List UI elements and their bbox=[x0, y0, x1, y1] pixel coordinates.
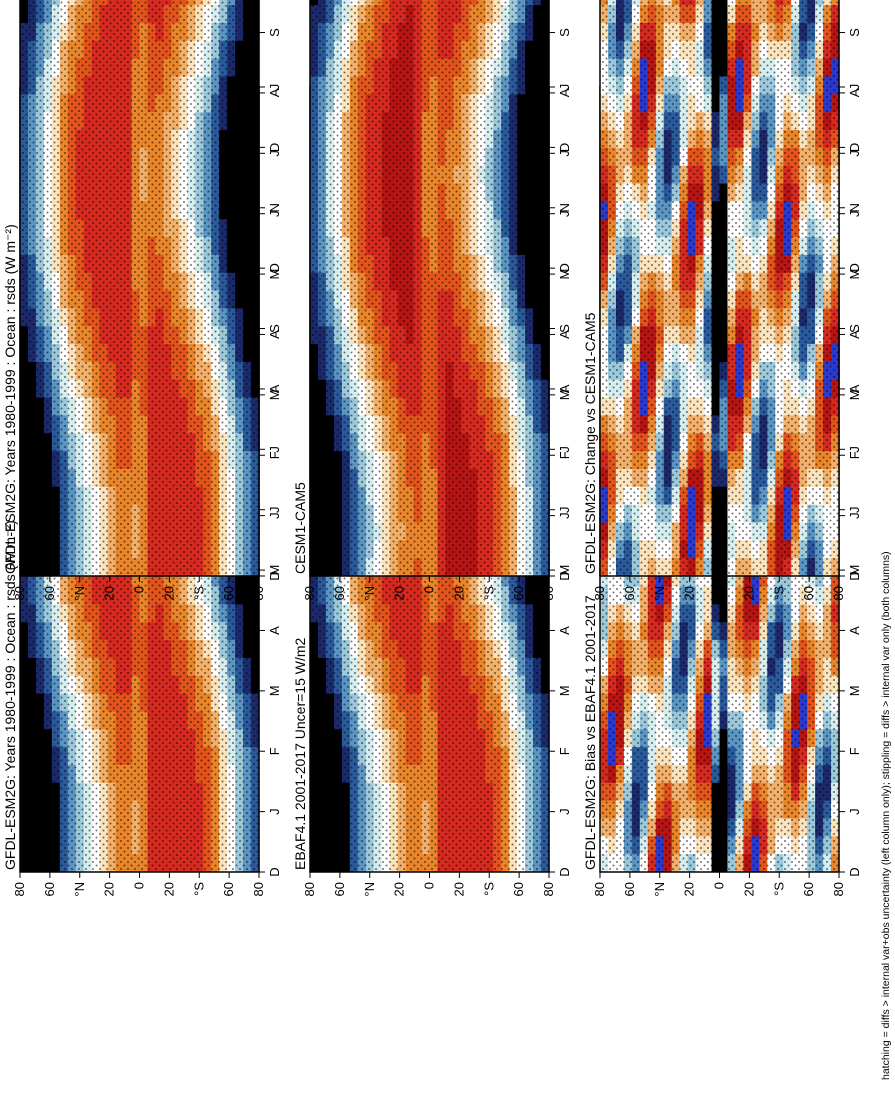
y-tick-label: 80 bbox=[541, 882, 556, 896]
x-tick-label: M bbox=[557, 685, 572, 696]
panel-model-right: DJFMAMJJASONDJ8060°N20020°S6080GFDL-ESM2… bbox=[2, 0, 282, 601]
y-tick-label: °N bbox=[72, 882, 87, 897]
y-tick-label: °N bbox=[72, 586, 87, 601]
y-tick-label: 60 bbox=[221, 882, 236, 896]
y-tick-label: °S bbox=[191, 586, 206, 600]
y-tick-label: °S bbox=[191, 882, 206, 896]
x-tick-label: D bbox=[557, 867, 572, 876]
y-tick-label: 20 bbox=[102, 882, 117, 896]
y-tick-label: 60 bbox=[332, 882, 347, 896]
y-tick-label: 20 bbox=[161, 882, 176, 896]
x-tick-label: A bbox=[557, 626, 572, 635]
x-tick-label: A bbox=[267, 88, 282, 97]
y-tick-label: °N bbox=[362, 882, 377, 897]
x-tick-label: F bbox=[267, 747, 282, 755]
x-tick-label: J bbox=[267, 506, 282, 513]
y-tick-label: 60 bbox=[42, 586, 57, 600]
panel-title: GFDL-ESM2G: Years 1980-1999 : Ocean : rs… bbox=[2, 224, 18, 574]
y-tick-label: 80 bbox=[12, 586, 27, 600]
x-tick-label: J bbox=[267, 808, 282, 815]
x-tick-label: D bbox=[267, 571, 282, 580]
x-tick-label: A bbox=[267, 626, 282, 635]
x-tick-label: M bbox=[267, 389, 282, 400]
x-tick-label: J bbox=[267, 210, 282, 217]
y-tick-label: 20 bbox=[161, 586, 176, 600]
y-tick-label: 80 bbox=[12, 882, 27, 896]
y-tick-label: 60 bbox=[221, 586, 236, 600]
y-tick-label: 20 bbox=[102, 586, 117, 600]
y-tick-label: 0 bbox=[132, 586, 147, 593]
panel-cesm: DJFMAMJJASONDJ8060°N20020°S6080CESM1-CAM… bbox=[292, 0, 572, 601]
x-tick-label: A bbox=[267, 330, 282, 339]
x-tick-label: F bbox=[267, 451, 282, 459]
x-tick-label: D bbox=[267, 867, 282, 876]
y-tick-label: 20 bbox=[451, 882, 466, 896]
stippling-overlay bbox=[20, 0, 259, 576]
y-tick-label: 0 bbox=[422, 882, 437, 889]
y-tick-label: °S bbox=[481, 882, 496, 896]
x-tick-label: M bbox=[267, 269, 282, 280]
x-tick-label: M bbox=[267, 685, 282, 696]
x-tick-label: J bbox=[267, 512, 282, 519]
y-tick-label: 80 bbox=[302, 882, 317, 896]
y-tick-label: 80 bbox=[251, 882, 266, 896]
y-tick-label: 20 bbox=[392, 882, 407, 896]
x-tick-label: J bbox=[557, 808, 572, 815]
x-tick-label: J bbox=[557, 506, 572, 513]
y-tick-label: 80 bbox=[251, 586, 266, 600]
x-tick-label: S bbox=[267, 28, 282, 37]
y-tick-label: 60 bbox=[42, 882, 57, 896]
x-tick-label: J bbox=[267, 150, 282, 157]
panel-title: EBAF4.1 2001-2017 Uncer=15 W/m2 bbox=[292, 637, 308, 870]
y-tick-label: 60 bbox=[511, 882, 526, 896]
x-tick-label: F bbox=[557, 747, 572, 755]
y-tick-label: 0 bbox=[132, 882, 147, 889]
